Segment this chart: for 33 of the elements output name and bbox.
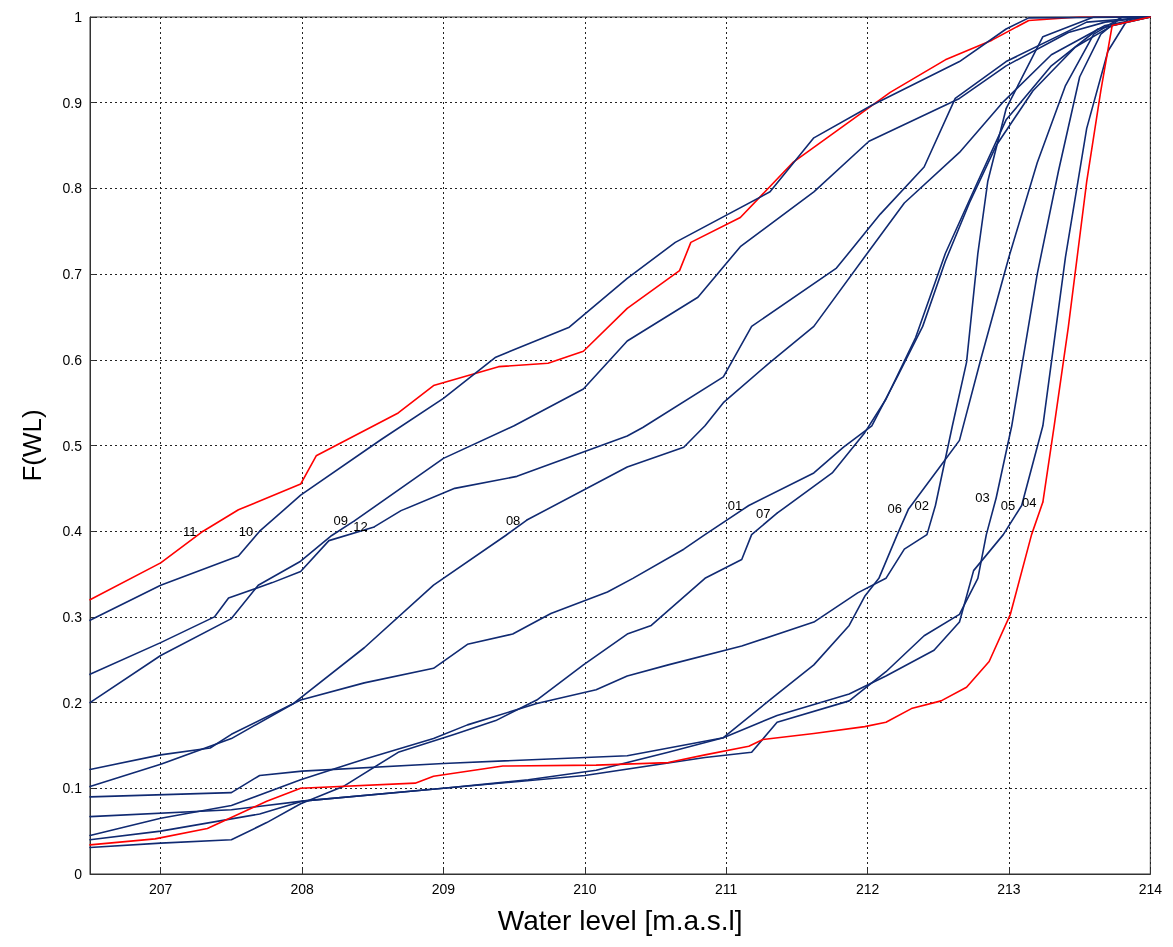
y-tick-label: 0 (74, 866, 83, 882)
series-label: 02 (914, 497, 929, 513)
x-tick-label: 207 (149, 881, 173, 897)
y-tick-label: 0.5 (62, 437, 83, 454)
series-label: 06 (887, 501, 903, 517)
y-tick-label: 0.4 (62, 523, 83, 540)
y-tick-label: 0.8 (62, 180, 83, 197)
y-tick-label: 0.6 (62, 351, 83, 368)
series-label: 11 (183, 523, 197, 539)
series-label: 03 (975, 490, 990, 506)
series-label: 07 (756, 505, 771, 521)
x-axis-title: Water level [m.a.s.l] (497, 904, 743, 936)
y-tick-label: 0.3 (62, 608, 83, 625)
series-label: 09 (333, 513, 348, 529)
x-tick-label: 211 (715, 881, 738, 897)
x-tick-label: 209 (431, 881, 456, 897)
y-tick-label: 0.1 (62, 780, 83, 797)
y-tick-label: 0.2 (62, 694, 83, 711)
y-tick-label: 1 (74, 9, 83, 25)
series-label: 12 (353, 519, 368, 535)
x-tick-label: 214 (1138, 881, 1163, 897)
series-label: 05 (1000, 497, 1016, 513)
y-tick-label: 0.9 (62, 94, 83, 111)
series-label: 04 (1021, 494, 1037, 510)
y-axis-title: F(WL) (17, 409, 47, 482)
x-tick-label: 213 (997, 881, 1021, 897)
x-tick-label: 210 (573, 881, 597, 897)
x-tick-label: 212 (855, 881, 880, 897)
x-tick-label: 208 (290, 881, 314, 897)
series-label: 08 (505, 512, 521, 528)
series-label: 10 (238, 523, 254, 539)
y-tick-label: 0.7 (62, 266, 83, 283)
series-label: 01 (727, 497, 743, 513)
